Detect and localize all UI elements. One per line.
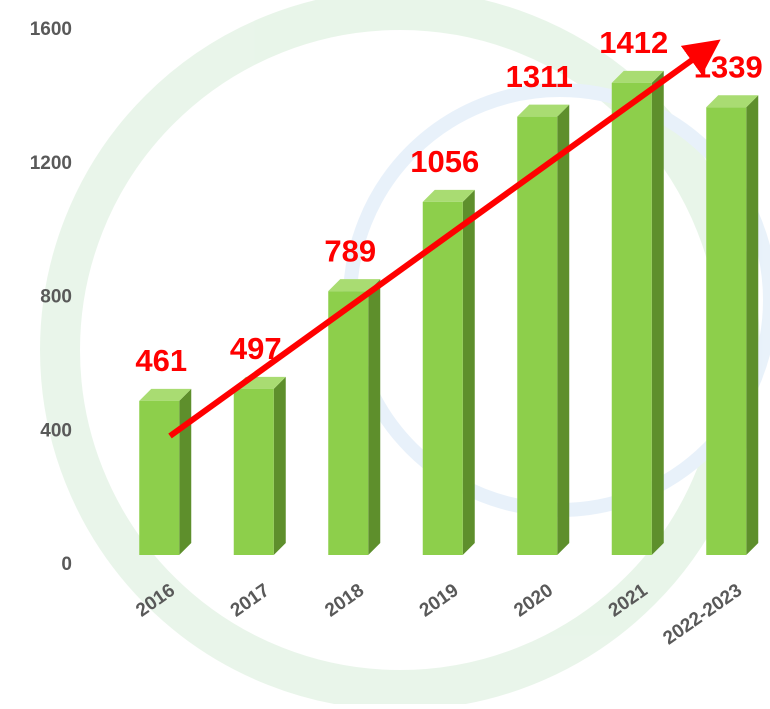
bar (234, 389, 274, 555)
bar-side (557, 105, 569, 555)
bar-side (652, 71, 664, 555)
x-tick-label: 2019 (416, 580, 463, 621)
value-label: 1056 (410, 144, 479, 179)
chart: 0400800120016002016461201749720187892019… (0, 0, 770, 704)
x-tick-label: 2017 (227, 580, 274, 621)
bar (423, 202, 463, 555)
x-tick-label: 2018 (321, 580, 368, 621)
value-label: 789 (324, 233, 376, 268)
y-tick-label: 1600 (30, 19, 72, 40)
bar-side (368, 279, 380, 555)
value-label: 1412 (599, 25, 668, 60)
bar-side (179, 389, 191, 555)
bar (328, 291, 368, 555)
bar (612, 83, 652, 555)
bar-side (746, 95, 758, 555)
value-label: 461 (135, 343, 187, 378)
x-tick-label: 2020 (510, 580, 557, 621)
page: {"chart_data": {"type": "bar3d", "catego… (0, 0, 770, 704)
x-tick-label: 2022-2023 (660, 580, 746, 649)
value-label: 1311 (506, 59, 573, 94)
y-tick-label: 1200 (30, 153, 72, 174)
bar (139, 401, 179, 555)
bar-side (463, 190, 475, 555)
value-label: 1339 (694, 49, 763, 84)
bar-side (274, 377, 286, 555)
y-tick-label: 400 (40, 420, 72, 441)
bar (706, 107, 746, 555)
value-label: 497 (230, 331, 282, 366)
y-tick-label: 0 (61, 554, 72, 575)
y-tick-label: 800 (40, 287, 72, 308)
